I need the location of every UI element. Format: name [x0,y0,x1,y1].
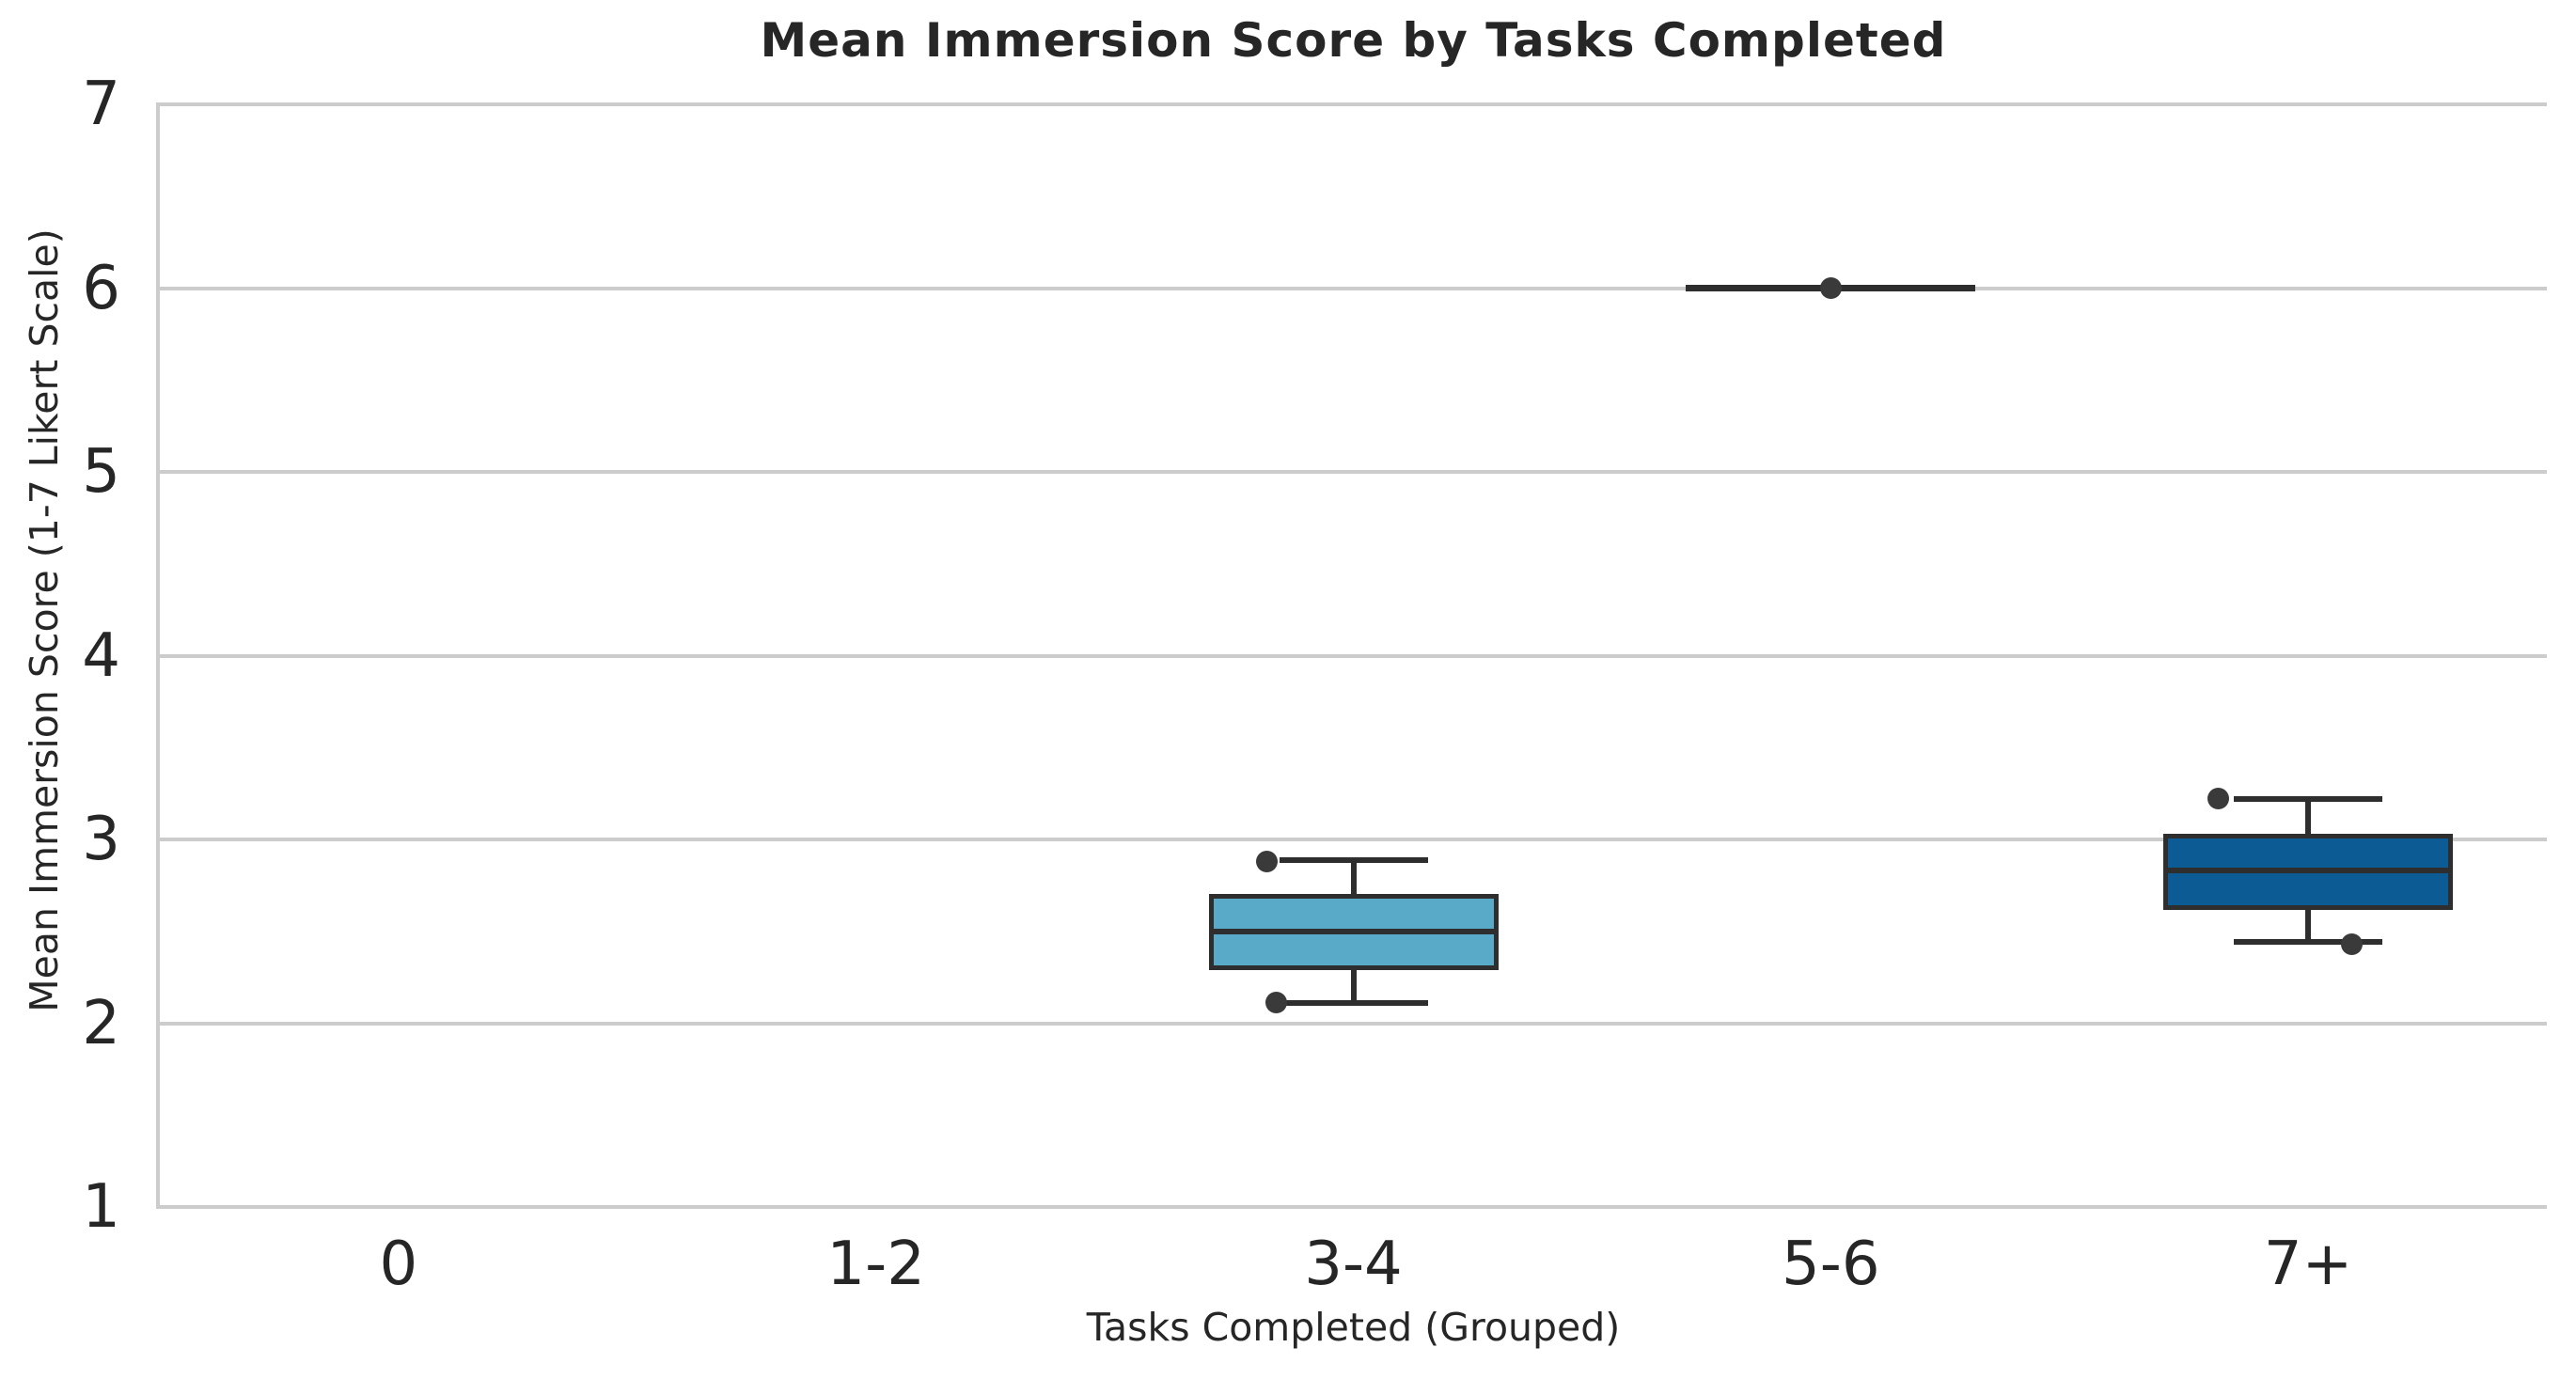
gridline-y-2 [160,1021,2547,1026]
box-group-3-4-data-point [1256,850,1279,872]
box-group-3-4-median [1213,928,1494,934]
x-tick-label: 3-4 [1304,1230,1403,1299]
gridline-y-6 [160,286,2547,290]
y-axis-spine [156,102,160,1209]
chart-title: Mean Immersion Score by Tasks Completed [760,13,1947,68]
box-group-7+-data-point [2207,788,2229,810]
x-axis-spine [156,1205,2547,1209]
box-group-3-4-cap-high [1279,856,1428,863]
box-group-3-4-data-point [1264,992,1287,1014]
y-tick-label: 6 [82,253,120,323]
box-group-7+-cap-high [2234,795,2383,802]
box-group-7+-median [2168,868,2449,874]
y-tick-label: 3 [82,805,120,874]
gridline-y-4 [160,653,2547,658]
box-group-7+-cap-low [2234,939,2383,946]
x-tick-label: 0 [379,1230,418,1299]
x-tick-label: 1-2 [826,1230,925,1299]
gridline-y-5 [160,470,2547,474]
y-tick-label: 2 [82,988,120,1058]
gridline-y-7 [160,102,2547,106]
gridline-y-3 [160,838,2547,841]
x-tick-label: 7+ [2263,1230,2353,1299]
y-tick-label: 1 [82,1172,120,1242]
y-tick-label: 7 [82,70,120,139]
x-axis-label: Tasks Completed (Grouped) [1086,1305,1621,1350]
box-group-7+-data-point [2341,932,2364,955]
y-tick-label: 4 [82,620,120,691]
x-tick-label: 5-6 [1782,1230,1880,1299]
box-group-3-4-cap-low [1279,999,1428,1006]
y-tick-label: 5 [82,437,120,507]
box-group-5-6-data-point [1819,277,1842,299]
